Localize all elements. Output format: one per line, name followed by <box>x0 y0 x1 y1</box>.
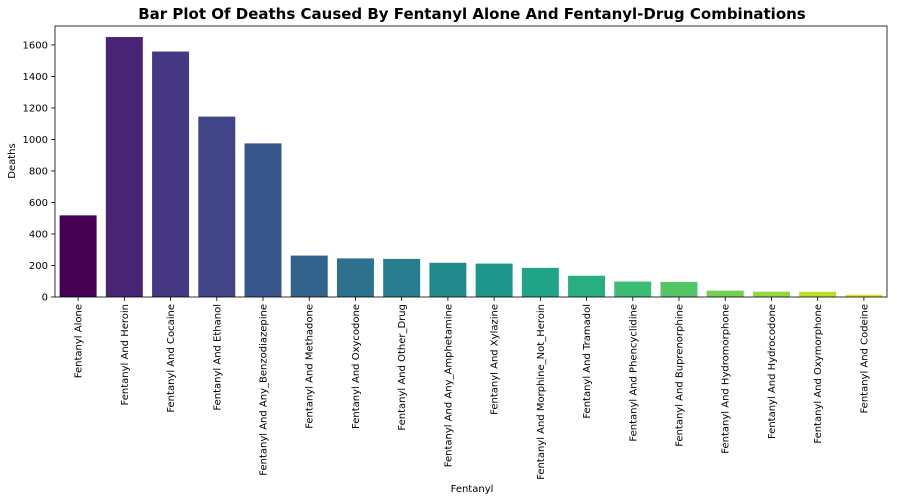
bar-9 <box>429 262 467 297</box>
x-tick-label: Fentanyl And Oxycodone <box>351 304 362 429</box>
x-axis-label: Fentanyl <box>451 484 494 495</box>
x-tick-label: Fentanyl And Oxymorphone <box>813 304 824 444</box>
y-tick-label: 1400 <box>23 72 48 83</box>
x-tick-label: Fentanyl And Other_Drug <box>397 304 408 431</box>
x-tick-label: Fentanyl Alone <box>74 304 85 378</box>
y-tick-label: 1600 <box>23 40 48 51</box>
plot-frame <box>54 25 888 298</box>
bar-2 <box>105 37 143 298</box>
x-tick-label: Fentanyl And Ethanol <box>212 304 223 411</box>
bar-14 <box>660 281 698 297</box>
x-tick-label: Fentanyl And Heroin <box>120 304 131 405</box>
bar-1 <box>59 215 97 297</box>
bars-group <box>59 37 883 298</box>
x-tick-label: Fentanyl And Morphine_Not_Heroin <box>536 304 547 480</box>
y-axis: 0 200 400 600 800 1000 1200 1400 1600 <box>23 40 55 304</box>
x-tick-label: Fentanyl And Hydrocodone <box>767 304 778 439</box>
bar-5 <box>244 143 282 297</box>
x-tick-label: Fentanyl And Any_Amphetamine <box>443 304 454 467</box>
x-tick-label: Fentanyl And Xylazine <box>490 304 501 415</box>
bar-3 <box>152 51 190 298</box>
bar-11 <box>521 267 559 297</box>
bar-8 <box>383 258 421 297</box>
x-tick-label: Fentanyl And Any_Benzodiazepine <box>259 304 270 476</box>
x-axis: Fentanyl Alone Fentanyl And Heroin Fentany… <box>74 297 870 480</box>
chart-title: Bar Plot Of Deaths Caused By Fentanyl Al… <box>138 5 806 23</box>
x-tick-label: Fentanyl And Hydromorphone <box>721 304 732 454</box>
bar-6 <box>290 255 328 297</box>
y-tick-label: 800 <box>29 166 48 177</box>
bar-10 <box>475 263 513 297</box>
bar-4 <box>198 116 236 297</box>
x-tick-label: Fentanyl And Tramadol <box>582 304 593 419</box>
x-tick-label: Fentanyl And Methadone <box>305 304 316 429</box>
bar-15 <box>706 290 744 297</box>
y-tick-label: 1200 <box>23 103 48 114</box>
bar-16 <box>752 291 790 297</box>
x-tick-label: Fentanyl And Cocaine <box>166 304 177 413</box>
bar-13 <box>614 281 652 297</box>
bar-7 <box>336 258 374 297</box>
y-tick-label: 200 <box>29 261 48 272</box>
y-tick-label: 600 <box>29 198 48 209</box>
x-tick-label: Fentanyl And Codeine <box>859 304 870 414</box>
y-tick-label: 400 <box>29 229 48 240</box>
y-axis-label: Deaths <box>7 143 18 178</box>
bar-17 <box>799 291 837 297</box>
x-tick-label: Fentanyl And Phencyclidine <box>628 304 639 442</box>
y-tick-label: 1000 <box>23 135 48 146</box>
bar-18 <box>845 294 883 297</box>
y-tick-label: 0 <box>42 293 48 304</box>
x-tick-label: Fentanyl And Buprenorphine <box>675 304 686 447</box>
bar-12 <box>568 275 606 297</box>
